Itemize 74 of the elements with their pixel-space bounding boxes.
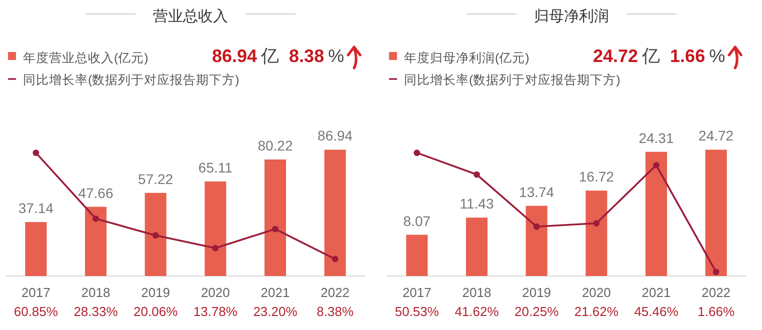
data-label: 20.25% [514, 304, 560, 319]
point [332, 256, 338, 262]
x-tick-label: 2019 [141, 285, 170, 300]
x-tick-label: 2017 [402, 285, 432, 300]
data-label: 41.62% [454, 304, 500, 319]
data-label: 50.53% [394, 304, 440, 319]
data-label: 16.72 [578, 168, 614, 185]
chart-title: 营业总收入 [153, 8, 228, 25]
data-label: 23.20% [253, 304, 298, 319]
data-label: 13.74 [519, 184, 554, 200]
point [474, 171, 480, 178]
bar [204, 181, 226, 276]
data-label: 8.07 [403, 212, 431, 229]
x-tick-label: 2019 [522, 285, 552, 300]
data-label: 24.31 [638, 130, 674, 146]
text: 8.38 [289, 46, 324, 66]
bar [25, 222, 47, 276]
x-tick-label: 2021 [642, 285, 671, 300]
x-tick-label: 2022 [320, 285, 350, 300]
data-label: 60.85% [14, 304, 58, 319]
text: 86.94 [212, 46, 258, 66]
text: 亿 [641, 46, 660, 66]
point [92, 215, 99, 222]
legend-label: 同比增长率(数据列于对应报告期下方) [404, 72, 620, 87]
text: % [709, 46, 726, 66]
bar [84, 206, 107, 276]
text: 亿 [260, 46, 280, 66]
point [212, 244, 219, 252]
x-tick-label: 2018 [81, 285, 110, 300]
bar [526, 206, 548, 276]
bar [264, 159, 286, 276]
x-tick-label: 2020 [200, 285, 230, 300]
data-label: 28.33% [74, 304, 118, 319]
data-label: 1.66% [698, 304, 735, 319]
data-label: 65.11 [198, 159, 233, 176]
data-label: 45.46% [634, 304, 679, 319]
chart-title: 归母净利润 [534, 8, 609, 25]
x-tick-label: 2018 [462, 285, 492, 300]
point [533, 223, 540, 230]
legend-label: 年度营业总收入(亿元) [23, 50, 148, 65]
data-label: 11.43 [460, 196, 494, 212]
point [32, 150, 40, 156]
data-label: 20.06% [134, 304, 178, 319]
data-label: 57.22 [138, 170, 174, 187]
x-tick-label: 2021 [260, 285, 290, 300]
data-label: 8.38% [316, 304, 354, 319]
text: 24.72 [593, 46, 638, 66]
point [712, 268, 720, 276]
legend-label: 年度归母净利润(亿元) [404, 50, 530, 65]
data-label: 80.22 [258, 137, 293, 154]
x-tick-label: 2022 [702, 285, 731, 300]
point [653, 162, 660, 168]
point [152, 232, 159, 239]
legend-label: 同比增长率(数据列于对应报告期下方) [23, 72, 240, 87]
point [414, 150, 420, 156]
data-label: 21.62% [574, 304, 619, 319]
bar [324, 150, 346, 276]
point [593, 220, 600, 226]
bar [586, 190, 608, 276]
point [272, 226, 278, 232]
data-label: 86.94 [318, 128, 353, 144]
bar [466, 218, 488, 276]
data-label: 24.72 [698, 128, 734, 144]
data-label: 13.78% [193, 304, 238, 319]
data-label: 37.14 [18, 200, 54, 216]
bar [144, 192, 166, 276]
text: % [328, 46, 344, 66]
bar [406, 234, 428, 276]
bar [705, 150, 727, 276]
data-label: 47.66 [78, 184, 114, 201]
bar [645, 152, 668, 276]
x-tick-label: 2020 [582, 285, 611, 300]
x-tick-label: 2017 [21, 285, 50, 300]
text: 1.66 [670, 46, 706, 66]
